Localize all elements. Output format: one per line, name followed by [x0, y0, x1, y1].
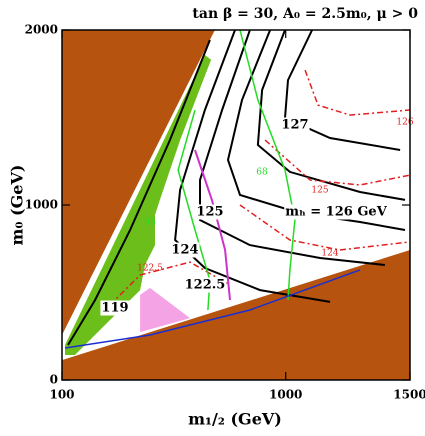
chart-title: tan β = 30, A₀ = 2.5m₀, μ > 0	[192, 6, 418, 22]
contour-label: 125	[196, 205, 223, 220]
y-tick-label: 0	[50, 373, 58, 387]
x-tick-label: 1500	[393, 388, 425, 402]
contour-label: 119	[101, 301, 128, 316]
contour-label: 126	[396, 118, 413, 128]
label-bg	[284, 204, 389, 220]
contour-line	[226, 30, 406, 231]
label-bg	[100, 300, 130, 316]
region	[62, 250, 410, 380]
contour-line	[194, 149, 231, 301]
label-bg	[183, 277, 227, 293]
contour-line	[304, 69, 410, 116]
contour-label: 95	[144, 218, 156, 228]
contour-label: 124	[321, 249, 338, 259]
y-tick-label: 1000	[25, 198, 58, 212]
y-axis-label: m₀ (GeV)	[8, 165, 27, 246]
contour-line	[109, 261, 231, 306]
contour-line	[64, 269, 361, 349]
label-bg	[280, 117, 310, 133]
y-tick-label: 2000	[25, 23, 58, 37]
contour-line	[256, 30, 406, 201]
label-bg	[170, 242, 200, 258]
contour-label: 127	[281, 118, 308, 133]
contour-label: 124	[171, 243, 198, 258]
contour-line	[174, 30, 331, 303]
contour-line	[67, 39, 211, 346]
x-tick-label: 1000	[269, 388, 302, 402]
label-bg	[195, 204, 225, 220]
contour-line	[239, 30, 296, 301]
contour-label: 122.5	[185, 278, 226, 293]
region	[62, 30, 215, 335]
contour-label: mₕ = 126 GeV	[285, 205, 388, 220]
region	[140, 287, 190, 333]
contour-label: 122.5	[137, 264, 163, 274]
contour-label: 125	[311, 186, 328, 196]
x-axis-label: m₁/₂ (GeV)	[188, 410, 282, 429]
x-tick-label: 100	[49, 388, 74, 402]
contour-line	[199, 30, 386, 266]
contour-label: 68	[256, 168, 268, 178]
contour-line	[239, 204, 410, 251]
contour-line	[264, 139, 410, 186]
